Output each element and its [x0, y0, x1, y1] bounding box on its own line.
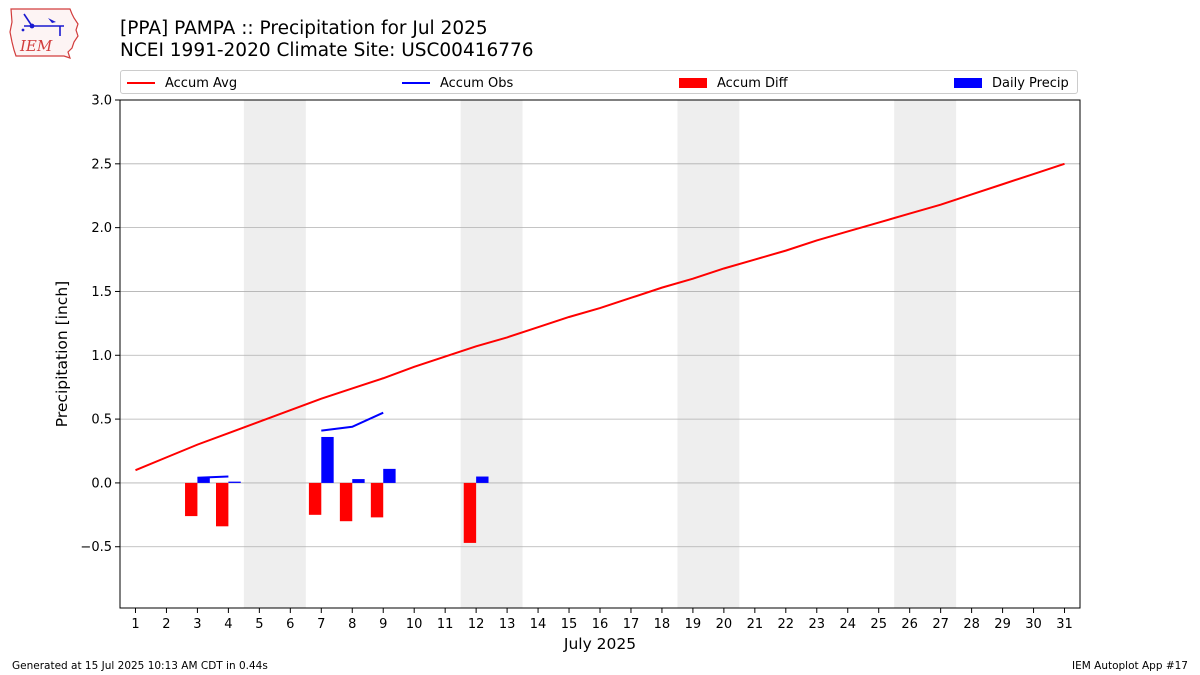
xtick-label-10: 10 [406, 617, 423, 632]
legend: Accum Avg Accum Obs Accum Diff Daily Pre… [120, 70, 1078, 94]
xtick-label-8: 8 [348, 617, 356, 632]
xtick-label-4: 4 [224, 617, 232, 632]
bar-accum-diff-9 [370, 482, 384, 518]
bar-daily-precip-4 [228, 481, 241, 483]
line-accum-obs-b [321, 411, 384, 432]
legend-label-accum-avg: Accum Avg [165, 75, 238, 91]
xtick-label-6: 6 [286, 617, 294, 632]
xtick-label-11: 11 [437, 617, 454, 632]
xtick-label-25: 25 [870, 617, 887, 632]
legend-label-accum-diff: Accum Diff [717, 75, 788, 91]
chart-title: [PPA] PAMPA :: Precipitation for Jul 202… [120, 18, 488, 39]
footer-app: IEM Autoplot App #17 [1072, 660, 1188, 672]
ytick-label-1: 0.0 [91, 476, 112, 491]
bar-daily-precip-3 [197, 477, 210, 483]
xtick-label-20: 20 [716, 617, 733, 632]
xtick-label-18: 18 [654, 617, 671, 632]
ytick-label-0: −0.5 [80, 540, 112, 555]
bar-accum-diff-4 [216, 482, 229, 527]
y-axis-label: Precipitation [inch] [53, 281, 71, 427]
xtick-label-24: 24 [839, 617, 856, 632]
bar-accum-diff-12 [463, 482, 477, 543]
bar-daily-precip-9 [383, 468, 396, 483]
ytick-label-4: 1.5 [91, 285, 112, 300]
legend-item-daily-precip: Daily Precip [954, 74, 1069, 92]
weekend-band-3 [894, 100, 957, 608]
xtick-label-27: 27 [932, 617, 949, 632]
bar-daily-precip-8 [352, 479, 365, 483]
legend-swatch-accum-diff [679, 78, 707, 88]
xtick-label-7: 7 [317, 617, 325, 632]
xtick-label-2: 2 [162, 617, 170, 632]
xtick-label-12: 12 [468, 617, 485, 632]
xtick-label-15: 15 [561, 617, 578, 632]
xtick-label-16: 16 [592, 617, 609, 632]
footer-generated: Generated at 15 Jul 2025 10:13 AM CDT in… [12, 660, 268, 672]
bar-accum-diff-7 [308, 482, 322, 515]
legend-item-accum-avg: Accum Avg [127, 74, 237, 92]
xtick-label-3: 3 [193, 617, 201, 632]
bar-accum-diff-8 [339, 482, 353, 522]
weekend-band-2 [677, 100, 740, 608]
legend-item-accum-obs: Accum Obs [402, 74, 513, 92]
chart-subtitle: NCEI 1991-2020 Climate Site: USC00416776 [120, 40, 534, 61]
iem-logo: IEM [9, 8, 79, 59]
xtick-label-30: 30 [1025, 617, 1042, 632]
bar-daily-precip-12 [476, 476, 489, 483]
legend-label-daily-precip: Daily Precip [992, 75, 1069, 91]
xtick-label-14: 14 [530, 617, 547, 632]
legend-swatch-accum-avg [127, 82, 155, 84]
ytick-label-3: 1.0 [91, 349, 112, 364]
xtick-label-13: 13 [499, 617, 516, 632]
weekend-band-0 [243, 100, 306, 608]
legend-item-accum-diff: Accum Diff [679, 74, 788, 92]
xtick-label-19: 19 [685, 617, 702, 632]
bar-accum-diff-3 [185, 482, 198, 517]
ytick-label-6: 2.5 [91, 157, 112, 172]
xtick-label-21: 21 [747, 617, 764, 632]
ytick-label-7: 3.0 [91, 94, 112, 109]
xtick-label-28: 28 [963, 617, 980, 632]
legend-swatch-accum-obs [402, 82, 430, 84]
xtick-label-29: 29 [994, 617, 1011, 632]
xtick-label-22: 22 [778, 617, 795, 632]
xtick-label-5: 5 [255, 617, 263, 632]
xtick-label-9: 9 [379, 617, 387, 632]
bar-daily-precip-7 [321, 436, 334, 483]
line-accum-obs-a [197, 475, 229, 479]
xtick-label-1: 1 [131, 617, 139, 632]
ytick-label-2: 0.5 [91, 413, 112, 428]
line-accum-avg [135, 162, 1065, 472]
xtick-label-26: 26 [901, 617, 918, 632]
legend-swatch-daily-precip [954, 78, 982, 88]
xtick-label-17: 17 [623, 617, 640, 632]
x-axis-label: July 2025 [563, 635, 636, 653]
xtick-label-31: 31 [1056, 617, 1073, 632]
legend-label-accum-obs: Accum Obs [440, 75, 514, 91]
ytick-label-5: 2.0 [91, 221, 112, 236]
xtick-label-23: 23 [809, 617, 826, 632]
logo-text: IEM [19, 37, 53, 55]
